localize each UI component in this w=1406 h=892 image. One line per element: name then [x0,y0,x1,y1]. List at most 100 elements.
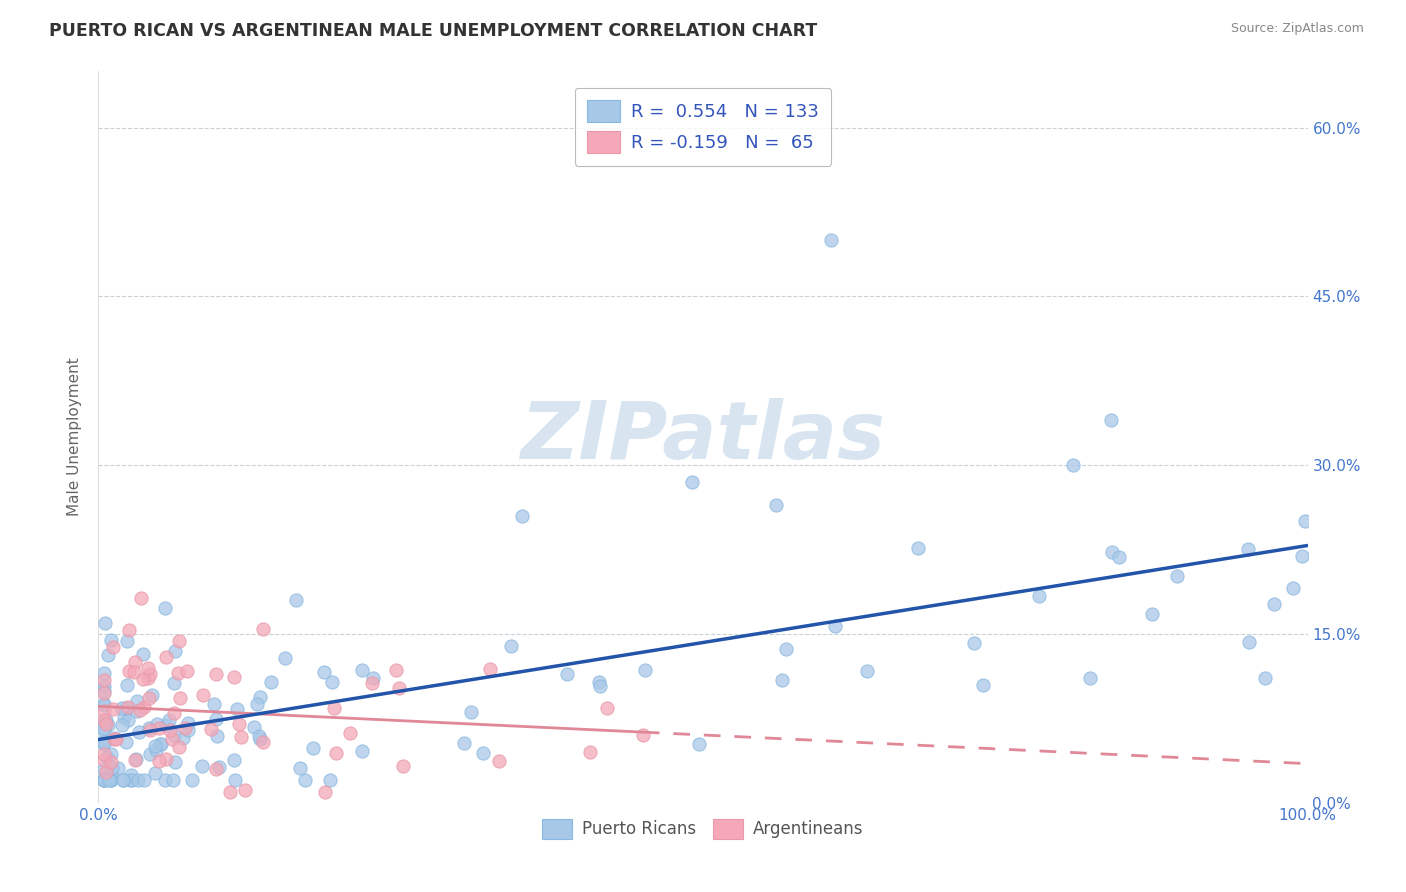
Point [162,728,184,742]
Point [143,739,166,754]
Point [124,655,146,669]
Point [132,647,155,661]
Point [1281,581,1303,595]
Point [138,691,160,706]
Point [1140,607,1163,622]
Point [124,753,146,767]
Point [117,713,139,727]
Point [200,723,222,737]
Point [472,746,495,760]
Point [596,701,619,715]
Point [139,723,162,738]
Point [120,767,142,781]
Point [1108,550,1130,565]
Point [94,764,117,779]
Point [118,623,141,637]
Point [100,747,122,762]
Point [301,740,323,755]
Point [149,738,172,752]
Point [385,663,408,677]
Point [510,508,533,523]
Point [273,651,295,665]
Point [93,715,115,730]
Point [98,773,121,788]
Point [127,694,149,708]
Point [115,634,138,648]
Point [233,782,256,797]
Point [93,697,115,711]
Point [205,712,228,726]
Point [1101,545,1123,559]
Point [242,720,264,734]
Point [172,731,194,746]
Point [319,773,342,788]
Point [1062,458,1084,473]
Point [93,673,115,687]
Point [136,661,159,675]
Point [153,601,176,615]
Point [775,641,797,656]
Point [1263,597,1285,611]
Point [110,718,132,732]
Point [325,746,347,760]
Point [479,662,502,676]
Point [824,619,846,633]
Point [93,762,115,776]
Point [1028,589,1050,603]
Point [681,475,703,489]
Point [1239,635,1261,649]
Point [134,773,156,788]
Point [360,675,382,690]
Point [1078,671,1101,685]
Point [285,593,308,607]
Point [555,666,578,681]
Text: Source: ZipAtlas.com: Source: ZipAtlas.com [1230,22,1364,36]
Point [93,698,115,712]
Point [93,747,115,761]
Point [93,773,115,788]
Point [94,713,117,727]
Point [94,615,117,630]
Point [314,784,336,798]
Point [132,699,155,714]
Point [191,759,214,773]
Point [157,714,180,728]
Point [117,700,139,714]
Point [112,773,135,788]
Point [104,731,127,745]
Point [155,751,177,765]
Point [288,761,311,775]
Point [155,718,177,732]
Point [120,773,142,788]
Point [138,671,160,685]
Point [121,773,143,788]
Point [93,753,115,767]
Point [972,678,994,692]
Point [111,700,134,714]
Point [93,723,115,738]
Point [181,773,204,788]
Point [114,701,136,715]
Point [104,732,127,747]
Point [202,697,225,711]
Point [100,632,122,647]
Point [174,722,197,736]
Point [388,681,411,695]
Point [155,773,177,788]
Point [363,671,385,685]
Point [252,622,274,636]
Point [139,666,162,681]
Point [820,233,842,247]
Point [249,732,271,747]
Point [93,773,115,788]
Point [146,716,169,731]
Point [93,684,115,698]
Point [177,715,200,730]
Point [145,743,167,757]
Point [148,721,170,735]
Point [588,675,610,690]
Point [101,701,124,715]
Point [167,634,190,648]
Point [162,773,184,788]
Point [191,688,214,702]
